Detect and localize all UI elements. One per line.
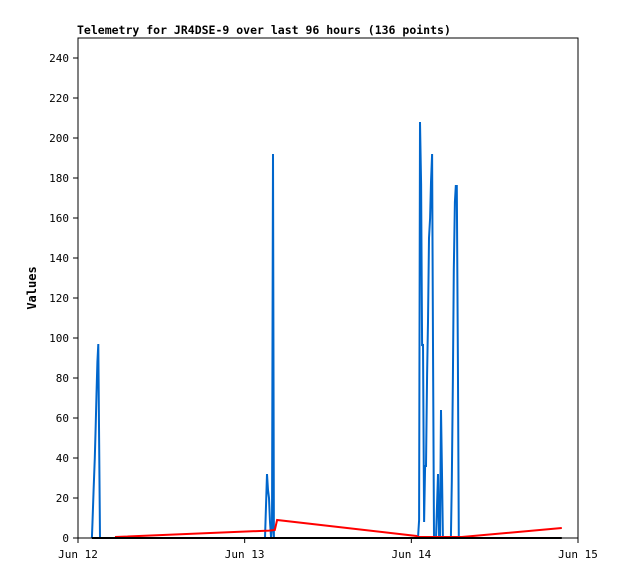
- y-tick-label: 240: [49, 52, 69, 65]
- y-tick-label: 180: [49, 172, 69, 185]
- y-tick-label: 20: [56, 492, 69, 505]
- y-tick-label: 140: [49, 252, 69, 265]
- y-tick-label: 40: [56, 452, 69, 465]
- chart-title: Telemetry for JR4DSE-9 over last 96 hour…: [77, 23, 451, 37]
- y-tick-label: 220: [49, 92, 69, 105]
- y-tick-label: 120: [49, 292, 69, 305]
- plot-frame: [77, 37, 579, 539]
- series-group: [90, 121, 562, 539]
- series-line-1: [90, 121, 460, 539]
- x-axis: Jun 12 Jun 13 Jun 14 Jun 15: [58, 538, 598, 561]
- x-tick-label: Jun 14: [391, 548, 431, 561]
- y-axis: 0 20 40 60 80 100 120 140 160 180 200 220 240: [49, 52, 78, 545]
- y-tick-label: 160: [49, 212, 69, 225]
- y-axis-label: Values: [25, 266, 39, 309]
- series-line-2: [114, 518, 562, 538]
- y-tick-label: 100: [49, 332, 69, 345]
- y-tick-label: 60: [56, 412, 69, 425]
- y-tick-label: 200: [49, 132, 69, 145]
- x-tick-label: Jun 15: [558, 548, 598, 561]
- y-tick-label: 0: [62, 532, 69, 545]
- x-tick-label: Jun 13: [225, 548, 265, 561]
- y-tick-label: 80: [56, 372, 69, 385]
- x-tick-label: Jun 12: [58, 548, 98, 561]
